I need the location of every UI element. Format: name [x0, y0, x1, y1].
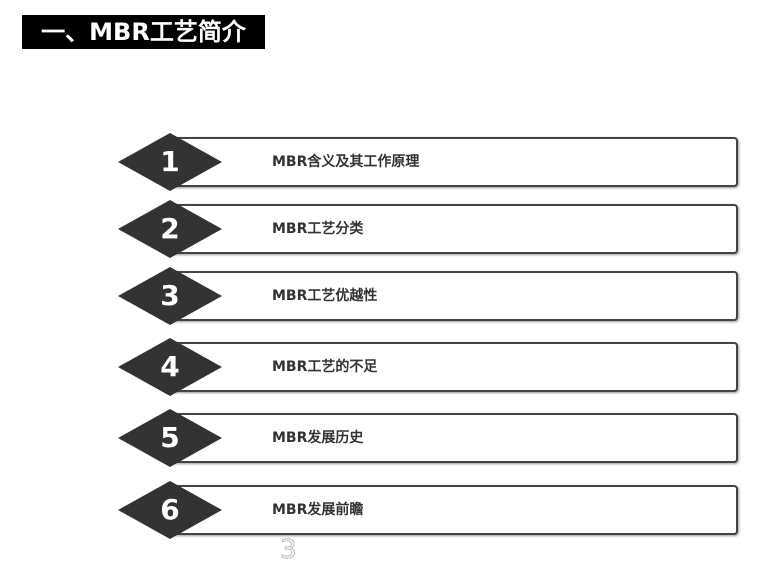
agenda-item: 3 MBR工艺优越性 [118, 267, 738, 325]
diamond-number-badge [118, 267, 222, 325]
agenda-item-box [168, 204, 738, 254]
diamond-number-badge [118, 133, 222, 191]
agenda-item-label: MBR工艺的不足 [272, 359, 378, 375]
agenda-item-label: MBR工艺优越性 [272, 288, 378, 304]
agenda-item: 6 MBR发展前瞻 [118, 481, 738, 539]
agenda-item: 4 MBR工艺的不足 [118, 338, 738, 396]
agenda-item-box [168, 413, 738, 463]
agenda-item: 1 MBR含义及其工作原理 [118, 133, 738, 191]
agenda-item: 2 MBR工艺分类 [118, 200, 738, 258]
agenda-item-box [168, 342, 738, 392]
agenda-item-label: MBR发展历史 [272, 430, 364, 446]
page-number: 3 [280, 535, 298, 566]
agenda-item-number: 1 [160, 145, 180, 178]
diamond-number-badge [118, 338, 222, 396]
diamond-number-badge [118, 409, 222, 467]
agenda-item-label: MBR工艺分类 [272, 221, 364, 237]
agenda-item-number: 6 [160, 493, 180, 526]
agenda-item-label: MBR含义及其工作原理 [272, 154, 420, 170]
agenda-item: 5 MBR发展历史 [118, 409, 738, 467]
slide-title: 一、MBR工艺简介 [22, 15, 265, 49]
diamond-number-badge [118, 481, 222, 539]
agenda-item-number: 2 [160, 212, 180, 245]
agenda-item-number: 3 [160, 279, 180, 312]
agenda-item-number: 5 [160, 421, 180, 454]
agenda-item-box [168, 271, 738, 321]
agenda-item-box [168, 485, 738, 535]
agenda-item-number: 4 [160, 350, 180, 383]
agenda-item-label: MBR发展前瞻 [272, 502, 364, 518]
diamond-number-badge [118, 200, 222, 258]
agenda-item-box [168, 137, 738, 187]
